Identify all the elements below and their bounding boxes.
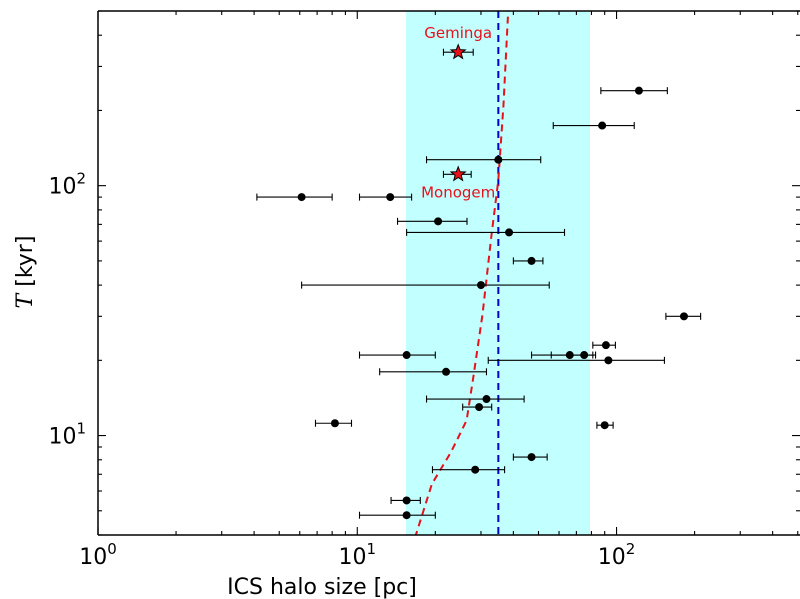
plot-area: Geminga Monogem — [256, 11, 702, 535]
tick-label-base: 10 — [48, 175, 76, 200]
data-point-group — [425, 155, 542, 164]
tick-label-exponent: 1 — [76, 420, 86, 438]
data-point-group — [425, 395, 525, 404]
data-point-group — [358, 511, 436, 520]
data-point — [471, 465, 480, 474]
model-curve — [414, 11, 510, 535]
x-tick-label: 100 — [79, 540, 117, 570]
data-point-group — [596, 421, 614, 430]
data-point-group — [600, 86, 668, 95]
highlighted-pulsar-monogem: Monogem — [421, 165, 495, 201]
x-tick-label: 102 — [598, 540, 636, 570]
data-point-group — [550, 351, 597, 360]
data-point — [601, 341, 610, 350]
data-point-group — [512, 256, 544, 265]
tick-label-exponent: 1 — [366, 540, 376, 558]
data-point — [297, 193, 306, 202]
tick-label-base: 10 — [338, 545, 366, 570]
data-point — [505, 228, 514, 237]
y-tick-label: 102 — [48, 170, 86, 200]
data-point — [600, 421, 609, 430]
data-point — [476, 281, 485, 290]
tick-label-exponent: 2 — [626, 540, 636, 558]
data-point-group — [552, 121, 635, 130]
x-tick-label: 101 — [338, 540, 376, 570]
data-point — [386, 193, 395, 202]
data-point-group — [358, 193, 413, 202]
data-point — [527, 453, 536, 462]
pulsar-star-marker — [449, 165, 467, 182]
data-point — [494, 155, 503, 164]
tick-label-base: 10 — [598, 545, 626, 570]
data-point-group — [396, 217, 468, 226]
tick-label-exponent: 2 — [76, 170, 86, 188]
data-point-group — [379, 367, 488, 376]
data-point-group — [665, 312, 702, 321]
data-point — [527, 256, 536, 265]
data-point-group — [512, 453, 548, 462]
data-point-group — [431, 465, 506, 474]
data-point — [402, 511, 411, 520]
tick-label-exponent: 0 — [107, 540, 117, 558]
data-point-group — [390, 496, 421, 505]
data-point-group — [358, 351, 436, 360]
data-point-group — [301, 281, 550, 290]
y-axis-label-unit: [kyr] — [13, 236, 38, 294]
data-point — [634, 86, 643, 95]
data-point — [475, 403, 484, 412]
data-point-group — [592, 341, 616, 350]
y-axis-label-symbol: T — [13, 291, 38, 308]
data-point — [598, 121, 607, 130]
tick-label-base: 10 — [79, 545, 107, 570]
data-point-group — [462, 403, 493, 412]
pulsar-star-marker — [449, 43, 467, 60]
data-point-group — [256, 193, 333, 202]
data-point — [604, 356, 613, 365]
data-point — [434, 217, 443, 226]
x-axis-label: ICS halo size [pc] — [227, 575, 417, 599]
pulsar-label: Geminga — [424, 24, 492, 42]
data-point-group — [487, 356, 665, 365]
data-point — [679, 312, 688, 321]
pulsar-label: Monogem — [421, 183, 495, 201]
data-point — [330, 419, 339, 428]
highlighted-pulsar-geminga: Geminga — [424, 24, 492, 60]
data-point — [580, 351, 589, 360]
y-tick-label: 101 — [48, 420, 86, 450]
data-point-group — [314, 419, 353, 428]
data-point — [442, 367, 451, 376]
y-axis-label: T [kyr] — [13, 236, 38, 309]
data-point — [402, 351, 411, 360]
tick-label-base: 10 — [48, 425, 76, 450]
data-point — [402, 496, 411, 505]
data-point — [482, 395, 491, 404]
data-point-group — [406, 228, 566, 237]
